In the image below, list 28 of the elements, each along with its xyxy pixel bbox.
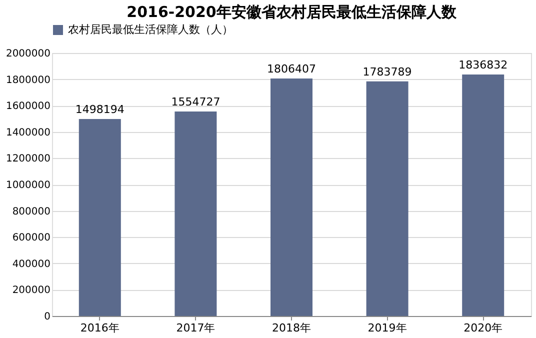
bar (462, 74, 504, 316)
y-tick-label: 1200000 (6, 154, 50, 165)
x-tick-label: 2019年 (368, 322, 407, 334)
data-label: 1806407 (267, 62, 316, 76)
bar (78, 118, 121, 316)
chart-title: 2016-2020年安徽省农村居民最低生活保障人数 (126, 3, 458, 21)
data-label: 1783789 (362, 65, 412, 78)
x-tick-label: 2016年 (80, 322, 120, 334)
x-tick-label: 2018年 (272, 322, 311, 334)
bar (366, 81, 408, 316)
data-label: 1836832 (458, 58, 508, 72)
y-tick-label: 1600000 (6, 101, 50, 112)
legend-label: 农村居民最低生活保障人数（人） (68, 23, 233, 36)
y-tick-label: 400000 (12, 258, 50, 270)
y-tick-label: 600000 (12, 232, 50, 244)
x-tick-label: 2017年 (176, 322, 216, 334)
bar (174, 112, 217, 316)
y-tick-label: 1400000 (6, 127, 50, 138)
y-tick-label: 200000 (12, 285, 50, 296)
bar (270, 78, 312, 316)
y-tick-label: 0 (44, 312, 50, 322)
y-tick-label: 1800000 (6, 74, 50, 86)
data-label: 1554727 (171, 96, 220, 109)
x-tick-label: 2020年 (464, 322, 503, 334)
y-tick-label: 2000000 (6, 48, 50, 60)
y-tick-label: 800000 (12, 206, 50, 218)
data-label: 1498194 (75, 102, 124, 116)
y-tick-label: 1000000 (6, 180, 50, 191)
